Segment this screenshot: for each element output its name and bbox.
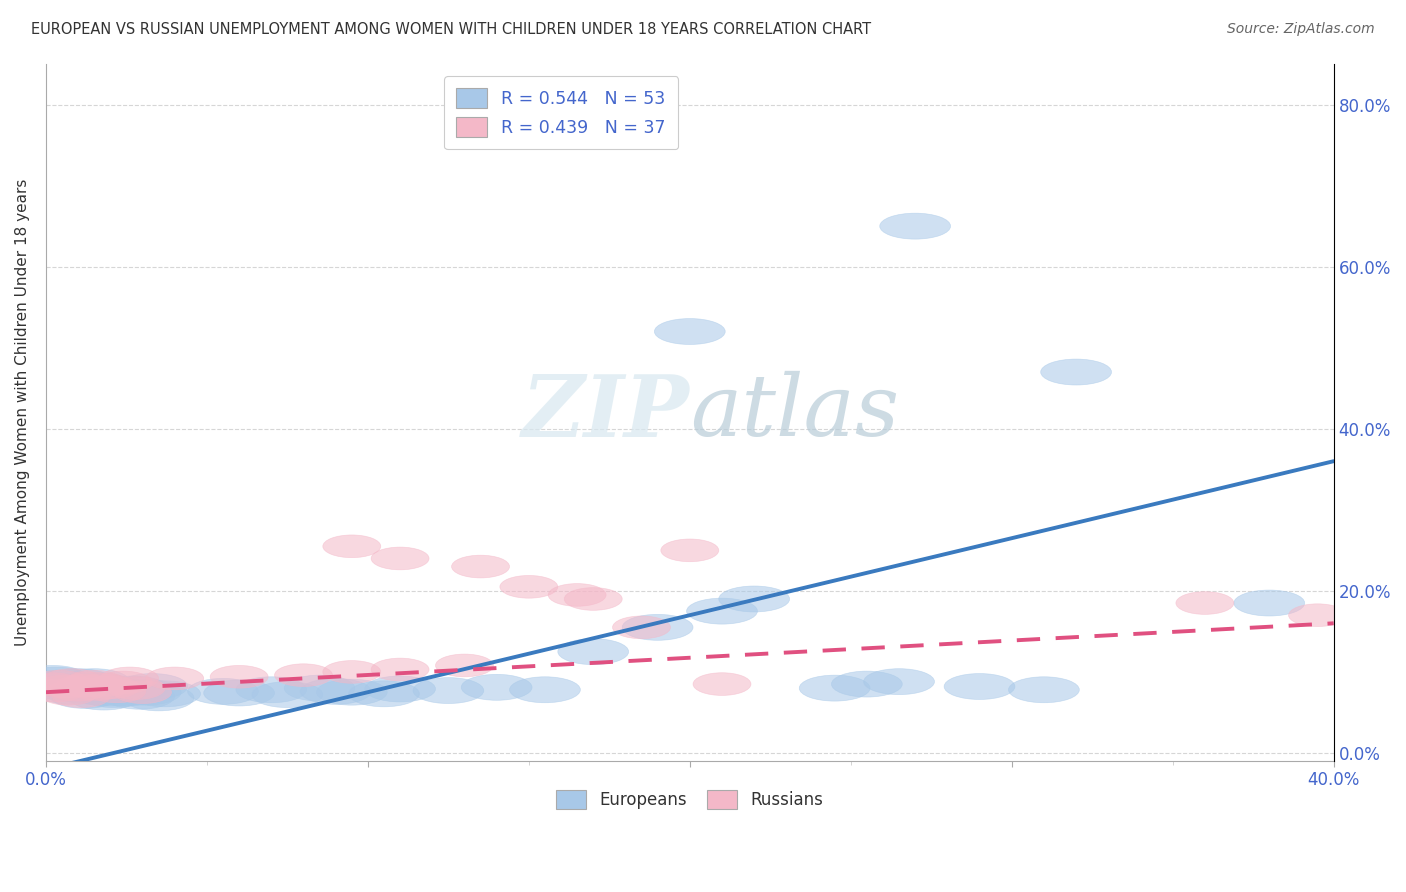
Ellipse shape xyxy=(1040,359,1112,385)
Ellipse shape xyxy=(94,671,152,694)
Ellipse shape xyxy=(82,676,139,698)
Ellipse shape xyxy=(880,213,950,239)
Text: atlas: atlas xyxy=(690,371,898,454)
Text: EUROPEAN VS RUSSIAN UNEMPLOYMENT AMONG WOMEN WITH CHILDREN UNDER 18 YEARS CORREL: EUROPEAN VS RUSSIAN UNEMPLOYMENT AMONG W… xyxy=(31,22,872,37)
Ellipse shape xyxy=(623,615,693,640)
Ellipse shape xyxy=(693,673,751,696)
Y-axis label: Unemployment Among Women with Children Under 18 years: Unemployment Among Women with Children U… xyxy=(15,179,30,647)
Ellipse shape xyxy=(42,669,101,691)
Text: Source: ZipAtlas.com: Source: ZipAtlas.com xyxy=(1227,22,1375,37)
Ellipse shape xyxy=(101,667,159,690)
Ellipse shape xyxy=(548,583,606,607)
Ellipse shape xyxy=(236,677,307,703)
Ellipse shape xyxy=(799,675,870,701)
Ellipse shape xyxy=(204,680,274,706)
Ellipse shape xyxy=(62,673,134,698)
Ellipse shape xyxy=(75,680,146,706)
Ellipse shape xyxy=(371,547,429,570)
Ellipse shape xyxy=(24,673,82,696)
Ellipse shape xyxy=(323,661,381,683)
Ellipse shape xyxy=(49,679,107,701)
Ellipse shape xyxy=(39,673,110,699)
Ellipse shape xyxy=(17,665,87,691)
Ellipse shape xyxy=(316,679,387,706)
Ellipse shape xyxy=(124,685,194,711)
Ellipse shape xyxy=(91,680,162,706)
Ellipse shape xyxy=(46,677,117,703)
Ellipse shape xyxy=(1288,604,1347,626)
Ellipse shape xyxy=(34,675,104,701)
Ellipse shape xyxy=(129,681,201,706)
Ellipse shape xyxy=(831,671,903,697)
Ellipse shape xyxy=(274,664,332,687)
Ellipse shape xyxy=(79,681,149,707)
Ellipse shape xyxy=(49,682,120,708)
Ellipse shape xyxy=(104,683,174,709)
Ellipse shape xyxy=(37,679,107,705)
Ellipse shape xyxy=(349,681,419,706)
Ellipse shape xyxy=(509,677,581,703)
Ellipse shape xyxy=(42,669,114,695)
Ellipse shape xyxy=(364,676,436,702)
Ellipse shape xyxy=(501,575,558,599)
Ellipse shape xyxy=(943,673,1015,699)
Ellipse shape xyxy=(654,318,725,344)
Ellipse shape xyxy=(564,588,623,610)
Ellipse shape xyxy=(436,654,494,677)
Ellipse shape xyxy=(1008,677,1080,703)
Text: ZIP: ZIP xyxy=(522,371,690,454)
Ellipse shape xyxy=(323,535,381,558)
Ellipse shape xyxy=(84,678,156,704)
Ellipse shape xyxy=(461,674,531,700)
Ellipse shape xyxy=(252,681,323,707)
Ellipse shape xyxy=(686,599,758,624)
Ellipse shape xyxy=(39,682,97,706)
Legend: Europeans, Russians: Europeans, Russians xyxy=(550,783,830,815)
Ellipse shape xyxy=(613,616,671,639)
Ellipse shape xyxy=(97,676,169,702)
Ellipse shape xyxy=(146,667,204,690)
Ellipse shape xyxy=(72,675,142,701)
Ellipse shape xyxy=(27,671,97,697)
Ellipse shape xyxy=(209,665,269,688)
Ellipse shape xyxy=(558,639,628,665)
Ellipse shape xyxy=(30,674,101,700)
Ellipse shape xyxy=(56,678,127,704)
Ellipse shape xyxy=(413,678,484,704)
Ellipse shape xyxy=(69,678,127,700)
Ellipse shape xyxy=(30,670,87,693)
Ellipse shape xyxy=(52,685,110,707)
Ellipse shape xyxy=(37,675,94,698)
Ellipse shape xyxy=(56,674,114,697)
Ellipse shape xyxy=(65,679,136,706)
Ellipse shape xyxy=(59,669,129,695)
Ellipse shape xyxy=(661,539,718,562)
Ellipse shape xyxy=(117,673,187,699)
Ellipse shape xyxy=(107,677,165,699)
Ellipse shape xyxy=(114,681,172,704)
Ellipse shape xyxy=(24,670,94,697)
Ellipse shape xyxy=(52,673,124,698)
Ellipse shape xyxy=(1175,591,1234,615)
Ellipse shape xyxy=(451,555,509,578)
Ellipse shape xyxy=(110,679,181,706)
Ellipse shape xyxy=(371,658,429,681)
Ellipse shape xyxy=(301,679,371,705)
Ellipse shape xyxy=(87,680,146,703)
Ellipse shape xyxy=(863,669,935,695)
Ellipse shape xyxy=(75,673,134,697)
Ellipse shape xyxy=(1234,591,1305,616)
Ellipse shape xyxy=(718,586,790,612)
Ellipse shape xyxy=(27,679,84,702)
Ellipse shape xyxy=(284,675,354,701)
Ellipse shape xyxy=(187,679,259,705)
Ellipse shape xyxy=(69,684,139,710)
Ellipse shape xyxy=(20,667,91,693)
Ellipse shape xyxy=(62,672,120,695)
Ellipse shape xyxy=(65,670,124,693)
